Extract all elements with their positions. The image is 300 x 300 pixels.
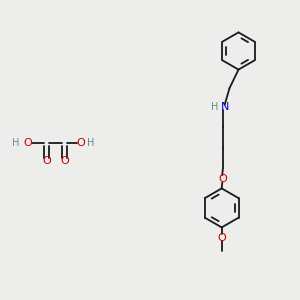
Text: O: O (60, 156, 69, 167)
Text: H: H (211, 102, 218, 112)
Text: H: H (12, 137, 19, 148)
Text: O: O (76, 137, 85, 148)
Text: O: O (23, 137, 32, 148)
Text: O: O (42, 156, 51, 167)
Text: O: O (218, 174, 227, 184)
Text: H: H (87, 137, 94, 148)
Text: O: O (217, 232, 226, 243)
Text: N: N (220, 102, 229, 112)
